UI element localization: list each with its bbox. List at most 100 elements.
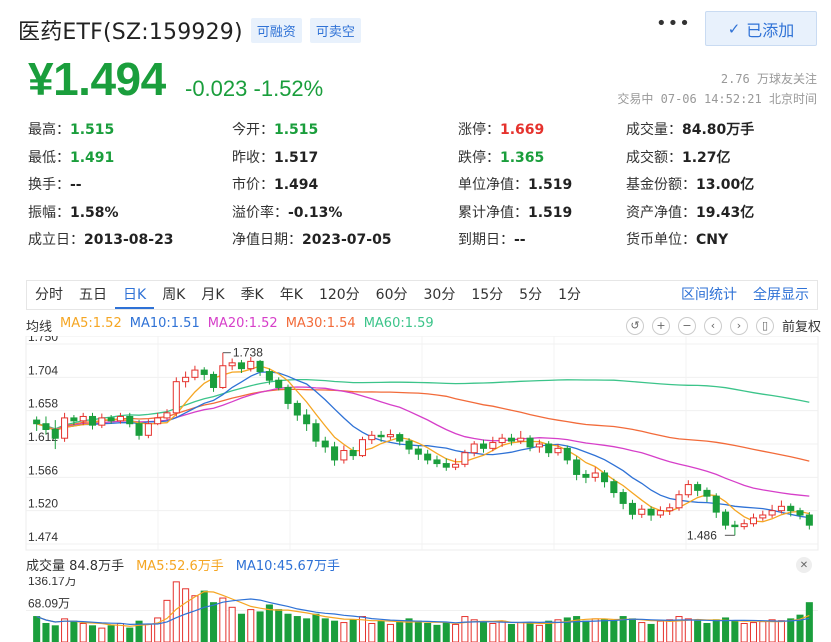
volume-bar <box>675 616 683 642</box>
volume-bar <box>554 619 562 642</box>
added-watchlist-button[interactable]: ✓ 已添加 <box>705 11 817 46</box>
ma-legend-label: 均线 <box>26 320 53 335</box>
candle-body <box>200 369 208 375</box>
tab-period[interactable]: 日K <box>115 281 155 309</box>
quote-value: 1.27亿 <box>682 149 731 166</box>
volume-bar <box>656 620 664 642</box>
quote-item: 市价：1.494 <box>232 174 318 194</box>
candle-body <box>51 429 59 439</box>
added-label: 已添加 <box>746 20 795 40</box>
volume-bar <box>265 604 273 642</box>
tab-period[interactable]: 年K <box>279 287 303 303</box>
tab-period[interactable]: 五日 <box>79 287 107 303</box>
ma20-legend: MA20:1.52 <box>207 316 278 331</box>
tab-period[interactable]: 5分 <box>519 287 543 303</box>
tab-period[interactable]: 60分 <box>375 287 408 303</box>
quote-item: 单位净值：1.519 <box>458 174 572 194</box>
zoom-in-icon[interactable]: + <box>651 316 670 335</box>
quote-item: 成交额：1.27亿 <box>626 147 731 167</box>
candle-body <box>703 489 711 497</box>
volume-bar <box>526 622 534 642</box>
tab-period[interactable]: 1分 <box>558 287 581 303</box>
volume-bar <box>563 617 571 642</box>
candle-body <box>424 453 432 461</box>
candle-body <box>647 508 655 516</box>
volume-bar <box>722 617 730 642</box>
candle-body <box>70 417 78 422</box>
range-stats-link[interactable]: 区间统计 <box>681 287 737 303</box>
quote-label: 跌停： <box>458 149 500 166</box>
tag-short[interactable]: 可卖空 <box>309 17 361 43</box>
quote-value: CNY <box>696 232 729 248</box>
volume-bar <box>368 622 376 642</box>
quote-item: 溢价率：-0.13% <box>232 202 342 222</box>
ma10-legend: MA10:1.51 <box>129 316 200 331</box>
candle-body <box>405 440 413 450</box>
quote-item: 资产净值：19.43亿 <box>626 202 754 222</box>
tab-period[interactable]: 季K <box>240 287 264 303</box>
volume-bar <box>787 618 795 642</box>
quote-label: 最高： <box>28 122 70 138</box>
volume-bar <box>461 616 469 642</box>
reset-icon[interactable]: ↺ <box>625 316 644 335</box>
tab-period[interactable]: 月K <box>201 287 225 303</box>
close-volume-icon[interactable]: ✕ <box>796 557 812 573</box>
candle-body <box>601 472 609 483</box>
quote-item: 货币单位：CNY <box>626 229 728 249</box>
volume-bar <box>303 618 311 642</box>
zoom-out-icon[interactable]: − <box>677 316 696 335</box>
candle-style-icon[interactable]: ▯ <box>755 316 774 335</box>
tab-period[interactable]: 30分 <box>423 287 456 303</box>
volume-bar <box>433 624 441 642</box>
tag-margin[interactable]: 可融资 <box>250 17 302 43</box>
volume-bar <box>377 620 385 642</box>
tab-period[interactable]: 120分 <box>318 287 360 303</box>
candle-body <box>237 362 245 370</box>
volume-bar <box>116 622 124 642</box>
volume-bar <box>70 620 78 642</box>
more-dots-icon[interactable]: ••• <box>656 13 691 34</box>
scroll-right-icon[interactable]: › <box>729 316 748 335</box>
candle-body <box>386 434 394 438</box>
quote-item: 成立日：2013-08-23 <box>28 229 174 249</box>
y-tick-label: 1.658 <box>28 397 58 411</box>
candle-body <box>368 434 376 441</box>
candle-body <box>740 523 748 528</box>
volume-bar <box>749 622 758 642</box>
candle-body <box>787 505 795 512</box>
candle-body <box>573 459 581 475</box>
volume-bar <box>694 620 702 642</box>
volume-chart[interactable]: 136.17万 68.09万 <box>0 577 831 642</box>
volume-bar <box>349 619 357 642</box>
volume-bar <box>731 620 739 642</box>
y-tick-label: 1.750 <box>28 336 58 344</box>
candle-body <box>610 481 618 494</box>
volume-bar <box>619 616 627 642</box>
quote-value: -- <box>514 232 526 248</box>
candle-body <box>452 463 460 468</box>
volume-bar <box>79 622 87 642</box>
fullscreen-link[interactable]: 全屏显示 <box>753 287 809 303</box>
volume-bar <box>321 618 329 642</box>
candle-body <box>563 447 571 461</box>
candle-body <box>507 437 515 442</box>
candle-body <box>116 415 124 422</box>
y-tick-label: 1.612 <box>28 430 58 444</box>
volume-bar <box>98 627 106 642</box>
adjust-label[interactable]: 前复权 <box>781 320 821 335</box>
followers-count: 2.76 万球友关注 <box>720 72 817 86</box>
scroll-left-icon[interactable]: ‹ <box>703 316 722 335</box>
candle-body <box>377 434 385 438</box>
volume-bar <box>610 620 618 642</box>
current-price: ¥1.494 <box>28 53 166 105</box>
candle-body <box>284 386 292 404</box>
candlestick-chart[interactable]: 1.750 1.704 1.658 1.612 1.566 1.520 1.474 1.738… <box>0 336 831 551</box>
tab-period[interactable]: 分时 <box>35 287 63 303</box>
candle-body <box>163 412 171 419</box>
tab-period[interactable]: 周K <box>162 287 186 303</box>
quote-value: 84.80万手 <box>682 122 755 138</box>
quote-label: 今开： <box>232 122 274 138</box>
quote-value: 1.519 <box>528 204 573 221</box>
tab-period[interactable]: 15分 <box>471 287 504 303</box>
page-title: 医药ETF(SZ:159929) <box>18 20 243 45</box>
